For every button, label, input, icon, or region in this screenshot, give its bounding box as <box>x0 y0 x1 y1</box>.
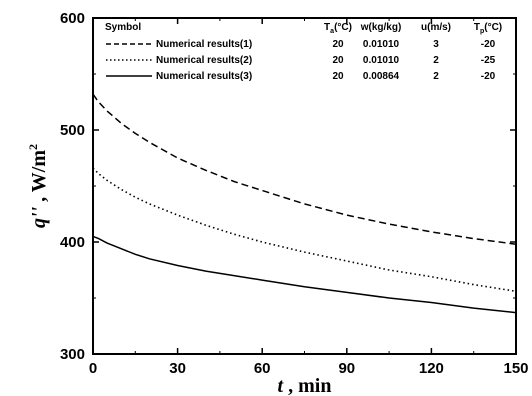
legend-param-u-3: 2 <box>433 71 439 82</box>
legend-param-u-2: 2 <box>433 55 439 66</box>
y-axis-label: q'' , W/m2 <box>26 144 50 228</box>
legend-param-ta-1: 20 <box>332 39 344 50</box>
x-tick-label: 30 <box>169 360 186 377</box>
legend-header-ta: Ta(°C) <box>324 22 352 35</box>
legend-header-u: u(m/s) <box>421 22 451 33</box>
legend-param-ta-3: 20 <box>332 71 344 82</box>
legend-header-tp: Tp(°C) <box>474 22 502 35</box>
y-tick-label: 400 <box>60 234 85 251</box>
legend-label-1: Numerical results(1) <box>156 39 252 50</box>
legend-header-symbol: Symbol <box>105 22 141 33</box>
y-tick-label: 600 <box>60 10 85 27</box>
legend-label-3: Numerical results(3) <box>156 71 252 82</box>
axes: 0 30 60 90 120 150 300 400 500 600 <box>60 10 529 377</box>
legend-param-tp-1: -20 <box>481 39 496 50</box>
x-tick-label: 150 <box>503 360 528 377</box>
legend-param-tp-2: -25 <box>481 55 496 66</box>
legend-param-tp-3: -20 <box>481 71 496 82</box>
legend-param-w-3: 0.00864 <box>363 71 400 82</box>
legend-param-ta-2: 20 <box>332 55 344 66</box>
legend-header-w: w(kg/kg) <box>360 22 402 33</box>
axis-labels: t , min q'' , W/m2 <box>26 144 331 396</box>
y-tick-label: 300 <box>60 346 85 363</box>
y-tick-label: 500 <box>60 122 85 139</box>
legend-param-w-1: 0.01010 <box>363 39 400 50</box>
x-tick-label: 90 <box>338 360 355 377</box>
x-tick-label: 120 <box>419 360 444 377</box>
x-axis-label: t , min <box>278 375 332 396</box>
series-line-1 <box>92 93 517 245</box>
series-group <box>92 93 517 314</box>
legend-param-w-2: 0.01010 <box>363 55 400 66</box>
legend: Symbol Ta(°C) w(kg/kg) u(m/s) Tp(°C) Numerica… <box>105 22 502 82</box>
legend-label-2: Numerical results(2) <box>156 55 252 66</box>
x-tick-label: 60 <box>254 360 271 377</box>
x-tick-label: 0 <box>89 360 97 377</box>
series-line-3 <box>92 235 517 314</box>
legend-param-u-1: 3 <box>433 39 439 50</box>
plot-frame <box>92 17 517 355</box>
series-line-2 <box>92 167 517 293</box>
